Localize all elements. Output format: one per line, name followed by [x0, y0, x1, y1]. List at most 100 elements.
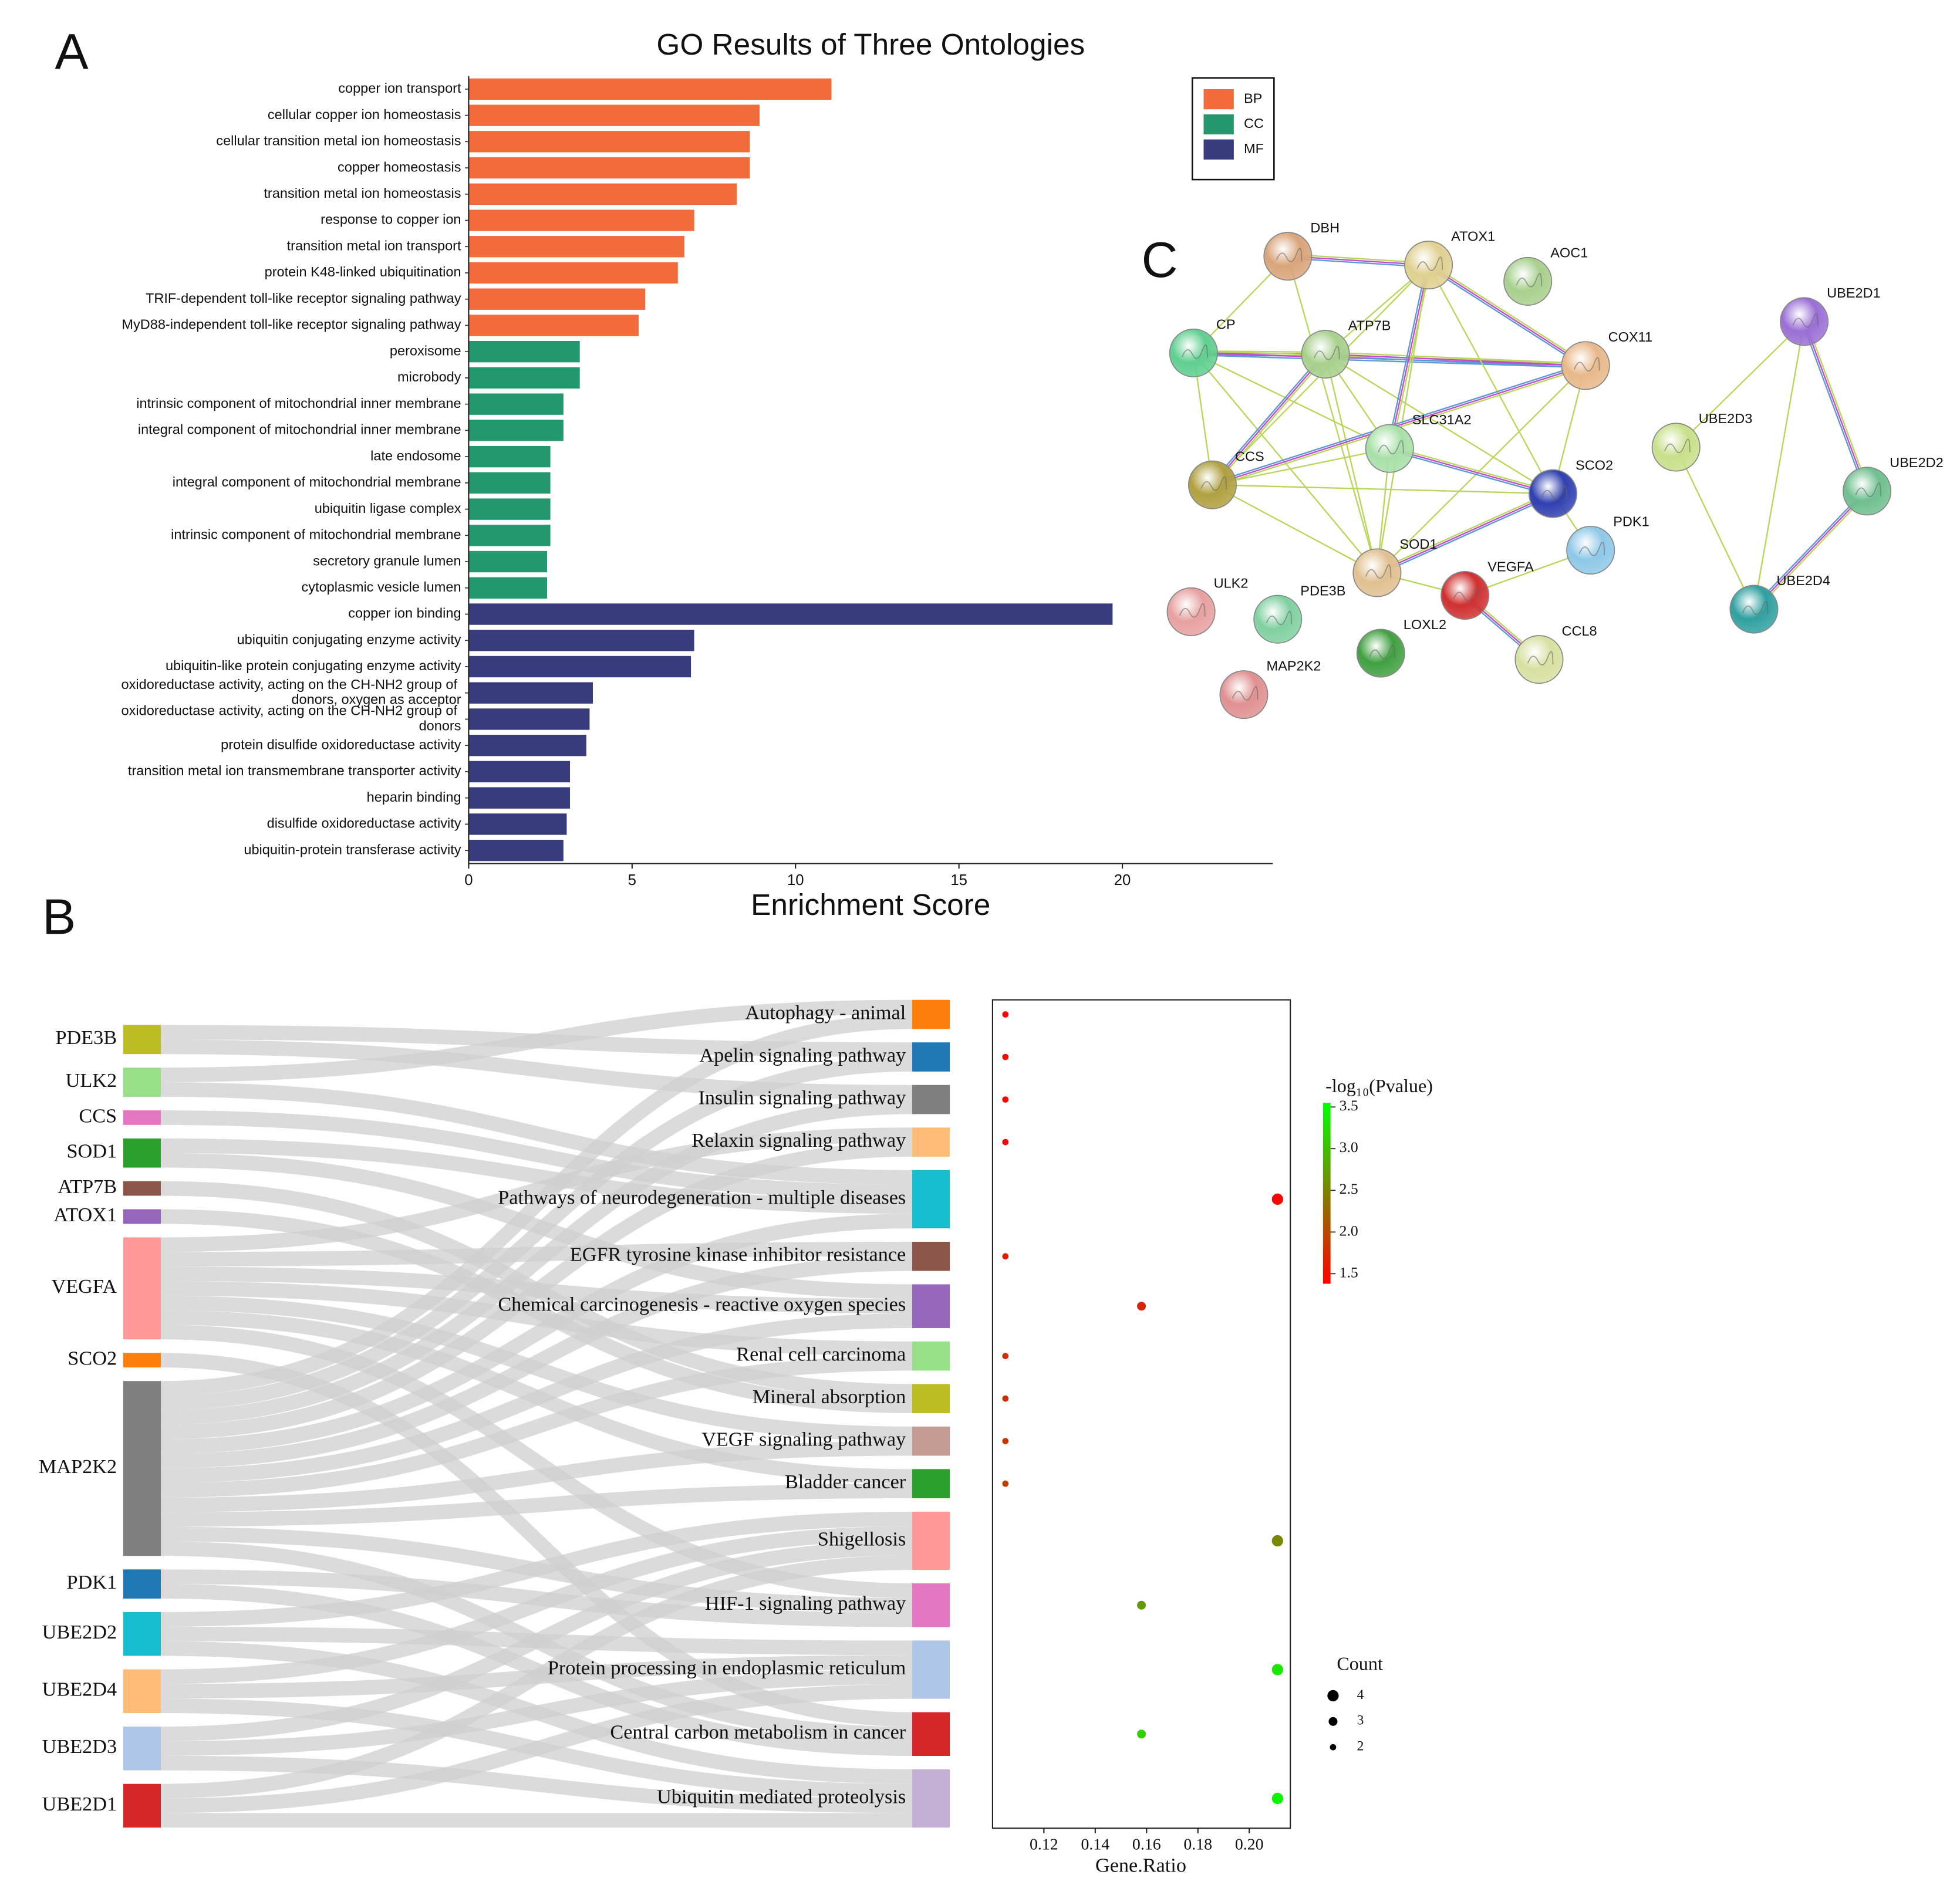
flow-node: [912, 1127, 950, 1157]
node-label: UBE2D4: [42, 1678, 117, 1701]
node-label: EGFR tyrosine kinase inhibitor resistanc…: [570, 1244, 906, 1266]
network-node: [1514, 635, 1564, 684]
node-structure: [1742, 600, 1769, 616]
network-node: [1253, 594, 1303, 644]
size-legend-dot: [1327, 1690, 1339, 1702]
dot: [1002, 1096, 1009, 1103]
network-node: [1404, 241, 1453, 290]
network-edge: [1389, 450, 1553, 496]
bar: [468, 761, 571, 783]
flow-link: [160, 1181, 912, 1399]
y-tick-label: heparin binding: [367, 789, 461, 805]
node-label: MAP2K2: [39, 1455, 117, 1478]
flow-node: [912, 1384, 950, 1413]
node-label: Ubiquitin mediated proteolysis: [657, 1785, 906, 1808]
plot-frame: [991, 999, 1291, 1829]
y-tick-label: copper homeostasis: [338, 159, 461, 174]
legend-swatch: [1203, 139, 1234, 160]
bar: [468, 656, 691, 678]
flow-node: [912, 1170, 950, 1229]
flow-node: [912, 1284, 950, 1328]
y-tick-label: ubiquitin-like protein conjugating enzym…: [166, 658, 461, 673]
flow-link: [160, 1099, 912, 1425]
flow-node: [912, 1426, 950, 1456]
network-node: [1356, 629, 1405, 678]
network-edge: [1193, 352, 1390, 450]
y-tick-label: ubiquitin-protein transferase activity: [244, 842, 461, 857]
flow-node: [912, 1341, 950, 1371]
node-label: SCO2: [68, 1347, 117, 1370]
node-label: UBE2D4: [1776, 573, 1830, 588]
network-node: [1301, 330, 1350, 379]
node-label: CCS: [1235, 448, 1264, 464]
label-line: oxidoreductase activity, acting on the C…: [122, 677, 461, 692]
node-structure: [1369, 644, 1395, 660]
bar: [468, 236, 684, 258]
bar: [468, 340, 580, 363]
node-label: PDE3B: [55, 1026, 117, 1049]
network-edge: [1753, 491, 1868, 610]
bar: [468, 813, 567, 835]
network-edge: [1377, 493, 1553, 574]
flow-link: [161, 1484, 912, 1527]
flow-node: [123, 1068, 161, 1097]
node-label: MAP2K2: [1266, 658, 1321, 674]
network-edge: [1377, 495, 1554, 576]
network-node: [1169, 328, 1218, 377]
bar: [468, 682, 593, 704]
y-tick-label: oxidoreductase activity, acting on the C…: [122, 677, 461, 707]
flow-link: [160, 1110, 912, 1200]
node-label: Shigellosis: [818, 1528, 906, 1550]
network-edge: [1212, 484, 1553, 495]
y-tick-label: microbody: [397, 369, 461, 384]
flow-node: [912, 1085, 950, 1114]
node-label: ULK2: [1214, 575, 1249, 590]
bar: [468, 550, 548, 573]
flow-node: [123, 1181, 161, 1196]
y-tick-label: transition metal ion homeostasis: [264, 185, 461, 201]
flow-link: [160, 1209, 912, 1413]
node-label: PDK1: [66, 1571, 117, 1593]
flow-node: [123, 1138, 161, 1168]
network-edge: [1803, 321, 1868, 492]
node-label: Apelin signaling pathway: [699, 1044, 906, 1066]
dot: [1137, 1729, 1146, 1739]
dot: [1137, 1302, 1146, 1311]
network-edge: [1389, 447, 1553, 495]
colorbar-title: -log₁₀(Pvalue): [1325, 1075, 1433, 1096]
colorbar: [1323, 1103, 1331, 1284]
flow-link: [161, 1569, 912, 1627]
dot: [1002, 1480, 1009, 1487]
colorbar-tick-label: 2.5: [1340, 1180, 1358, 1197]
node-label: VEGF signaling pathway: [701, 1428, 906, 1451]
x-tick-label: 0.20: [1235, 1836, 1264, 1854]
node-label: PDE3B: [1300, 583, 1345, 598]
flow-node: [123, 1110, 161, 1125]
x-tick-label: 5: [628, 872, 636, 889]
y-tick-label: response to copper ion: [321, 212, 461, 227]
y-tick-label: intrinsic component of mitochondrial inn…: [136, 396, 461, 411]
network-edge: [1752, 489, 1866, 609]
bar: [468, 734, 586, 756]
flow-node: [123, 1353, 161, 1368]
y-tick-label: MyD88-independent toll-like receptor sig…: [122, 317, 461, 332]
node-structure: [1527, 651, 1554, 666]
colorbar-tick-label: 1.5: [1340, 1264, 1358, 1281]
flow-node: [912, 1640, 950, 1699]
node-label: VEGFA: [1487, 559, 1534, 575]
flow-link: [160, 1295, 912, 1441]
network-edge: [1212, 353, 1326, 485]
network-edge: [1802, 322, 1866, 492]
y-tick-label: transition metal ion transport: [287, 238, 461, 253]
network-edge: [1325, 355, 1586, 369]
x-tick-label: 0.12: [1030, 1836, 1058, 1854]
legend-swatch: [1203, 114, 1234, 135]
flow-link: [160, 1353, 912, 1727]
node-structure: [1453, 587, 1480, 602]
node-structure: [1314, 346, 1340, 360]
node-label: Bladder cancer: [785, 1471, 906, 1493]
node-label: AOC1: [1550, 245, 1588, 261]
flow-link: [160, 1584, 912, 1756]
y-tick-label: copper ion binding: [348, 606, 461, 621]
